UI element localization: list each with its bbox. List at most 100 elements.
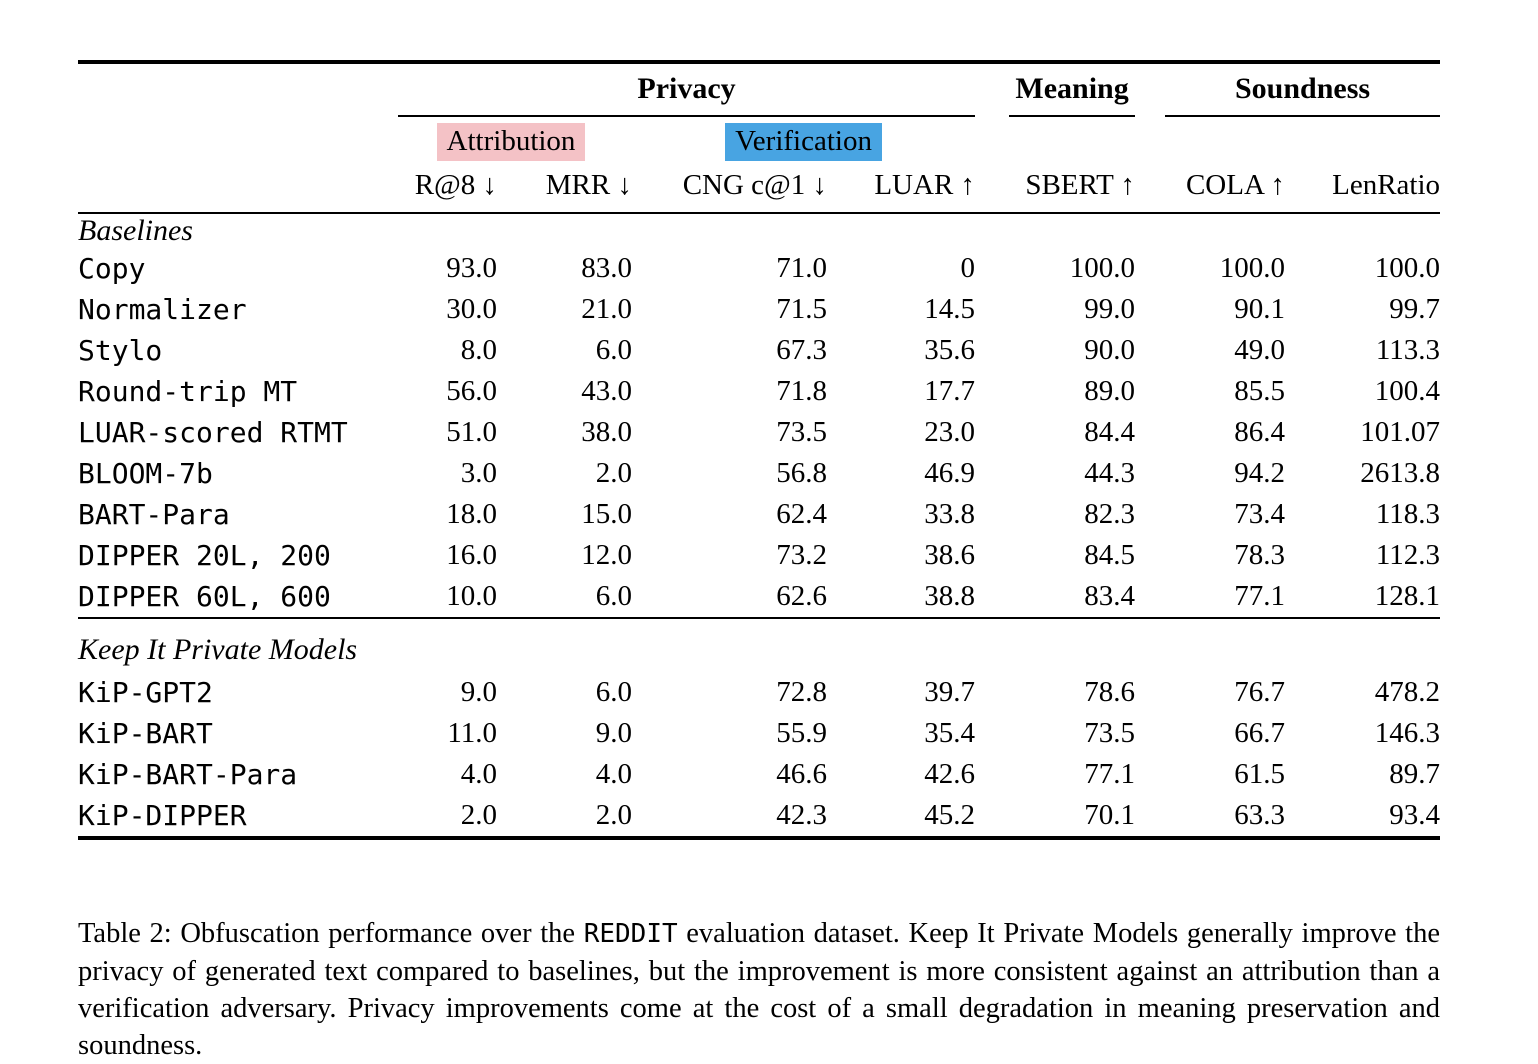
table-row: Copy 93.0 83.0 71.0 0 100.0 100.0 100.0 — [78, 248, 1440, 289]
metric-value: 73.4 — [1234, 498, 1286, 530]
metric-value: 128.1 — [1374, 580, 1441, 612]
metric-value: 23.0 — [924, 416, 976, 448]
empty-cell — [78, 167, 390, 214]
empty-cell — [1285, 117, 1440, 167]
soundness-group-label: Soundness — [1235, 72, 1371, 105]
metric-value: 89.0 — [1084, 375, 1136, 407]
table-row: KiP-GPT2 9.0 6.0 72.8 39.7 78.6 76.7 478.2 — [78, 672, 1440, 713]
metric-value: 73.5 — [776, 416, 827, 448]
metric-value: 86.4 — [1234, 416, 1286, 448]
metric-value: 56.8 — [776, 457, 827, 489]
metric-value: 11.0 — [447, 717, 497, 749]
model-name: DIPPER 60L, 600 — [78, 580, 331, 613]
metric-value: 35.4 — [924, 717, 976, 749]
caption-suffix: evaluation dataset. Keep It Private Mode… — [78, 917, 1440, 1061]
metric-value: 46.9 — [924, 457, 976, 489]
metric-value: 51.0 — [446, 416, 497, 448]
model-name: KiP-BART — [78, 717, 213, 750]
col-header-mrr: MRR ↓ — [497, 167, 632, 214]
subgroup-header-row: Attribution Verification — [78, 117, 1440, 167]
metric-value: 17.7 — [924, 375, 976, 407]
metric-value: 9.0 — [595, 717, 632, 749]
model-name: DIPPER 20L, 200 — [78, 539, 331, 572]
group-header-row: Privacy Meaning Soundness — [78, 62, 1441, 117]
metric-value: 62.4 — [776, 498, 827, 530]
metric-value: 83.4 — [1084, 580, 1136, 612]
metric-value: 4.0 — [460, 758, 497, 790]
meaning-group-label: Meaning — [1015, 72, 1129, 105]
empty-cell — [975, 117, 1135, 167]
results-table-wrap: Privacy Meaning Soundness Attribution — [78, 60, 1441, 840]
metric-value: 478.2 — [1374, 676, 1441, 708]
section-header-row: Keep It Private Models — [78, 617, 1441, 672]
metric-value: 18.0 — [446, 498, 497, 530]
metric-value: 71.8 — [776, 375, 827, 407]
metric-value: 94.2 — [1234, 457, 1286, 489]
metric-value: 9.0 — [460, 676, 497, 708]
verification-label: Verification — [725, 123, 882, 161]
model-name: KiP-BART-Para — [78, 758, 298, 791]
metric-value: 71.0 — [776, 252, 827, 284]
model-name: Round-trip MT — [78, 375, 298, 408]
metric-value: 38.8 — [924, 580, 976, 612]
metric-value: 56.0 — [446, 375, 497, 407]
subgroup-attribution-cell: Attribution — [390, 117, 632, 167]
metric-value: 46.6 — [776, 758, 827, 790]
model-name: BLOOM-7b — [78, 457, 213, 490]
metric-value: 100.0 — [1374, 252, 1441, 284]
metric-value: 84.4 — [1084, 416, 1136, 448]
metric-value: 66.7 — [1234, 717, 1286, 749]
metric-value: 100.0 — [1219, 252, 1286, 284]
metric-value: 113.3 — [1375, 334, 1441, 366]
metric-value: 146.3 — [1374, 717, 1441, 749]
metric-value: 4.0 — [595, 758, 632, 790]
metric-value: 14.5 — [924, 293, 976, 325]
metric-value: 6.0 — [595, 676, 632, 708]
metric-value: 99.7 — [1389, 293, 1441, 325]
metric-value: 67.3 — [776, 334, 827, 366]
subgroup-verification-cell: Verification — [632, 117, 975, 167]
metric-value: 100.4 — [1374, 375, 1441, 407]
col-header-luar: LUAR ↑ — [827, 167, 976, 214]
metric-value: 3.0 — [460, 457, 497, 489]
table-row: DIPPER 60L, 600 10.0 6.0 62.6 38.8 83.4 77.1 12… — [78, 576, 1440, 618]
col-header-sbert: SBERT ↑ — [975, 167, 1136, 214]
col-header-r-at-8: R@8 ↓ — [390, 167, 497, 214]
metric-value: 93.4 — [1389, 799, 1441, 831]
table-row: Round-trip MT 56.0 43.0 71.8 17.7 89.0 85.5 100… — [78, 371, 1440, 412]
metric-value: 8.0 — [460, 334, 497, 366]
metric-value: 100.0 — [1069, 252, 1136, 284]
metric-value: 42.6 — [924, 758, 976, 790]
table-row: KiP-DIPPER 2.0 2.0 42.3 45.2 70.1 63.3 93.4 — [78, 795, 1440, 838]
metric-value: 33.8 — [924, 498, 976, 530]
table-row: KiP-BART 11.0 9.0 55.9 35.4 73.5 66.7 146.3 — [78, 713, 1440, 754]
metric-value: 2.0 — [595, 457, 632, 489]
metric-value: 10.0 — [446, 580, 497, 612]
metric-value: 2.0 — [595, 799, 632, 831]
metric-value: 76.7 — [1234, 676, 1286, 708]
section-header-row: Baselines — [78, 213, 1440, 248]
metric-value: 15.0 — [581, 498, 632, 530]
model-name: Normalizer — [78, 293, 247, 326]
results-table: Privacy Meaning Soundness Attribution — [78, 60, 1441, 840]
metric-value: 0 — [960, 252, 976, 284]
metric-value: 85.5 — [1234, 375, 1286, 407]
metric-value: 78.6 — [1084, 676, 1136, 708]
col-header-cola: COLA ↑ — [1135, 167, 1286, 214]
metric-value: 118.3 — [1375, 498, 1441, 530]
model-name: Stylo — [78, 334, 163, 367]
metric-value: 63.3 — [1234, 799, 1286, 831]
metric-value: 61.5 — [1234, 758, 1286, 790]
metric-value: 90.1 — [1234, 293, 1286, 325]
model-name: LUAR-scored RTMT — [78, 416, 348, 449]
metric-value: 55.9 — [776, 717, 827, 749]
table-body: Baselines Copy 93.0 83.0 71.0 0 100.0 100.0 100.… — [78, 213, 1441, 838]
table-row: BART-Para 18.0 15.0 62.4 33.8 82.3 73.4 118.3 — [78, 494, 1440, 535]
metric-value: 62.6 — [776, 580, 827, 612]
empty-cell — [78, 62, 390, 117]
metric-value: 112.3 — [1375, 539, 1441, 571]
metric-value: 101.07 — [1360, 416, 1441, 448]
section-label: Baselines — [78, 214, 193, 247]
metric-value: 42.3 — [776, 799, 827, 831]
table-row: LUAR-scored RTMT 51.0 38.0 73.5 23.0 84.4 86.4… — [78, 412, 1440, 453]
